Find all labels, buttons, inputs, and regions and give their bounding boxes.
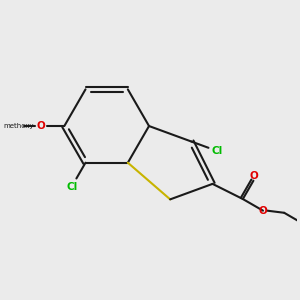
Text: Cl: Cl	[212, 146, 223, 156]
Text: O: O	[37, 121, 45, 131]
Text: methoxy: methoxy	[4, 123, 34, 129]
Text: O: O	[259, 206, 267, 216]
Text: Cl: Cl	[66, 182, 77, 191]
Text: O: O	[249, 172, 258, 182]
